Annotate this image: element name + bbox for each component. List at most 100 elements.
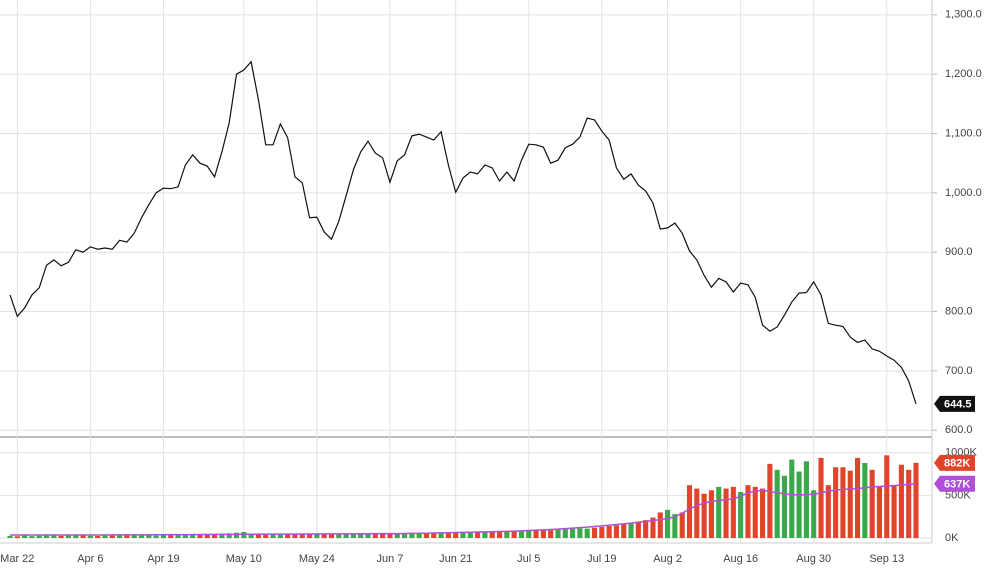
x-tick-label: Aug 16 [723, 553, 758, 565]
volume-bar [708, 490, 714, 538]
volume-bar [752, 486, 758, 538]
volume-bar [694, 488, 700, 538]
x-tick-label: May 10 [226, 553, 262, 565]
volume-bar [248, 533, 254, 538]
volume-bar [540, 530, 546, 538]
volume-bar [307, 533, 313, 538]
volume-bar [138, 534, 145, 538]
volume-bar [730, 486, 736, 538]
volume-bar [453, 532, 459, 538]
volume-bar [650, 517, 656, 538]
volume-bar [394, 533, 400, 538]
volume-bar [504, 531, 510, 538]
volume-bar [277, 534, 283, 538]
volume-bar [423, 533, 430, 538]
volume-bar [518, 530, 525, 538]
volume-bar [496, 531, 503, 538]
volume-bar [328, 534, 335, 538]
x-tick-label: Jul 19 [587, 553, 616, 565]
volume-bar [679, 512, 685, 538]
volume-bar [665, 509, 671, 538]
volume-bar [109, 535, 115, 538]
volume-bar [117, 535, 123, 538]
volume-bar [226, 533, 232, 538]
volume-bar [372, 533, 378, 538]
y-tick-label: 1,200.0 [945, 68, 982, 80]
volume-bar [767, 463, 773, 538]
volume-bar [80, 535, 86, 538]
volume-bar [29, 536, 35, 538]
volume-bar [58, 535, 64, 538]
volume-bar [847, 470, 853, 538]
volume-bar [365, 533, 371, 538]
volume-bar [445, 532, 451, 538]
volume-bar [803, 461, 809, 538]
volume-bar [898, 464, 904, 538]
volume-bar [270, 533, 276, 538]
y-tick-label: 800.0 [945, 305, 973, 317]
volume-bar [14, 536, 20, 538]
volume-bar [760, 488, 766, 538]
volume-bar [255, 534, 261, 538]
x-tick-label: Jun 7 [376, 553, 403, 565]
volume-bar [190, 534, 196, 538]
volume-bar [343, 533, 349, 538]
volume-bar [811, 490, 817, 538]
x-tick-label: Apr 6 [77, 553, 103, 565]
x-tick-label: Jun 21 [439, 553, 472, 565]
volume-bar [884, 455, 890, 538]
y-tick-label: 500K [945, 489, 971, 501]
x-tick-label: May 24 [299, 553, 335, 565]
x-tick-label: Aug 30 [796, 553, 831, 565]
y-tick-label: 600.0 [945, 424, 973, 436]
volume-bar [869, 469, 875, 538]
volume-bar [482, 532, 488, 538]
volume-bar [292, 533, 298, 538]
volume-bar [606, 526, 612, 538]
volume-bar [833, 467, 839, 538]
volume-bar [358, 533, 364, 538]
volume-bar [182, 534, 188, 538]
volume-bar [350, 533, 356, 538]
volume-bar [51, 535, 57, 538]
volume-bar [621, 524, 627, 538]
price-tag-label: 644.5 [944, 399, 972, 411]
volume-bar [197, 534, 203, 538]
volume-bar [628, 523, 634, 538]
x-tick-label: Jul 5 [517, 553, 540, 565]
volume-bar [321, 533, 327, 538]
volume-bar [73, 535, 79, 538]
volume-bar [401, 533, 408, 538]
volume-bar [146, 535, 152, 538]
volume-bar [467, 531, 473, 538]
volume-bar [285, 534, 291, 538]
volume-bar [124, 535, 130, 538]
volume-bar [533, 529, 539, 538]
volume-bar [489, 531, 495, 538]
volume-bar [876, 486, 883, 538]
volume-bar [818, 457, 824, 538]
volume-bar [862, 463, 868, 538]
volume-bar [613, 525, 619, 538]
average-tag [934, 475, 975, 492]
y-tick-label: 1,100.0 [945, 127, 982, 139]
volume-bar [891, 485, 897, 538]
volume-bar [460, 532, 466, 538]
volume-bar [102, 535, 108, 538]
volume-bar [577, 528, 583, 538]
y-tick-label: 1,000.0 [945, 187, 982, 199]
volume-bar [591, 527, 598, 538]
volume-bar [131, 535, 137, 538]
volume-bar [153, 535, 159, 538]
volume-bar [416, 533, 422, 538]
volume-bar [7, 535, 13, 538]
volume-bar [781, 475, 788, 538]
volume-bar [840, 467, 846, 538]
volume-average-line [10, 482, 917, 536]
volume-bar [854, 457, 861, 538]
volume-bar [263, 534, 269, 538]
x-tick-label: Mar 22 [0, 553, 34, 565]
y-tick-label: 700.0 [945, 365, 973, 377]
volume-bar [526, 530, 532, 538]
volume-bar [212, 533, 218, 538]
